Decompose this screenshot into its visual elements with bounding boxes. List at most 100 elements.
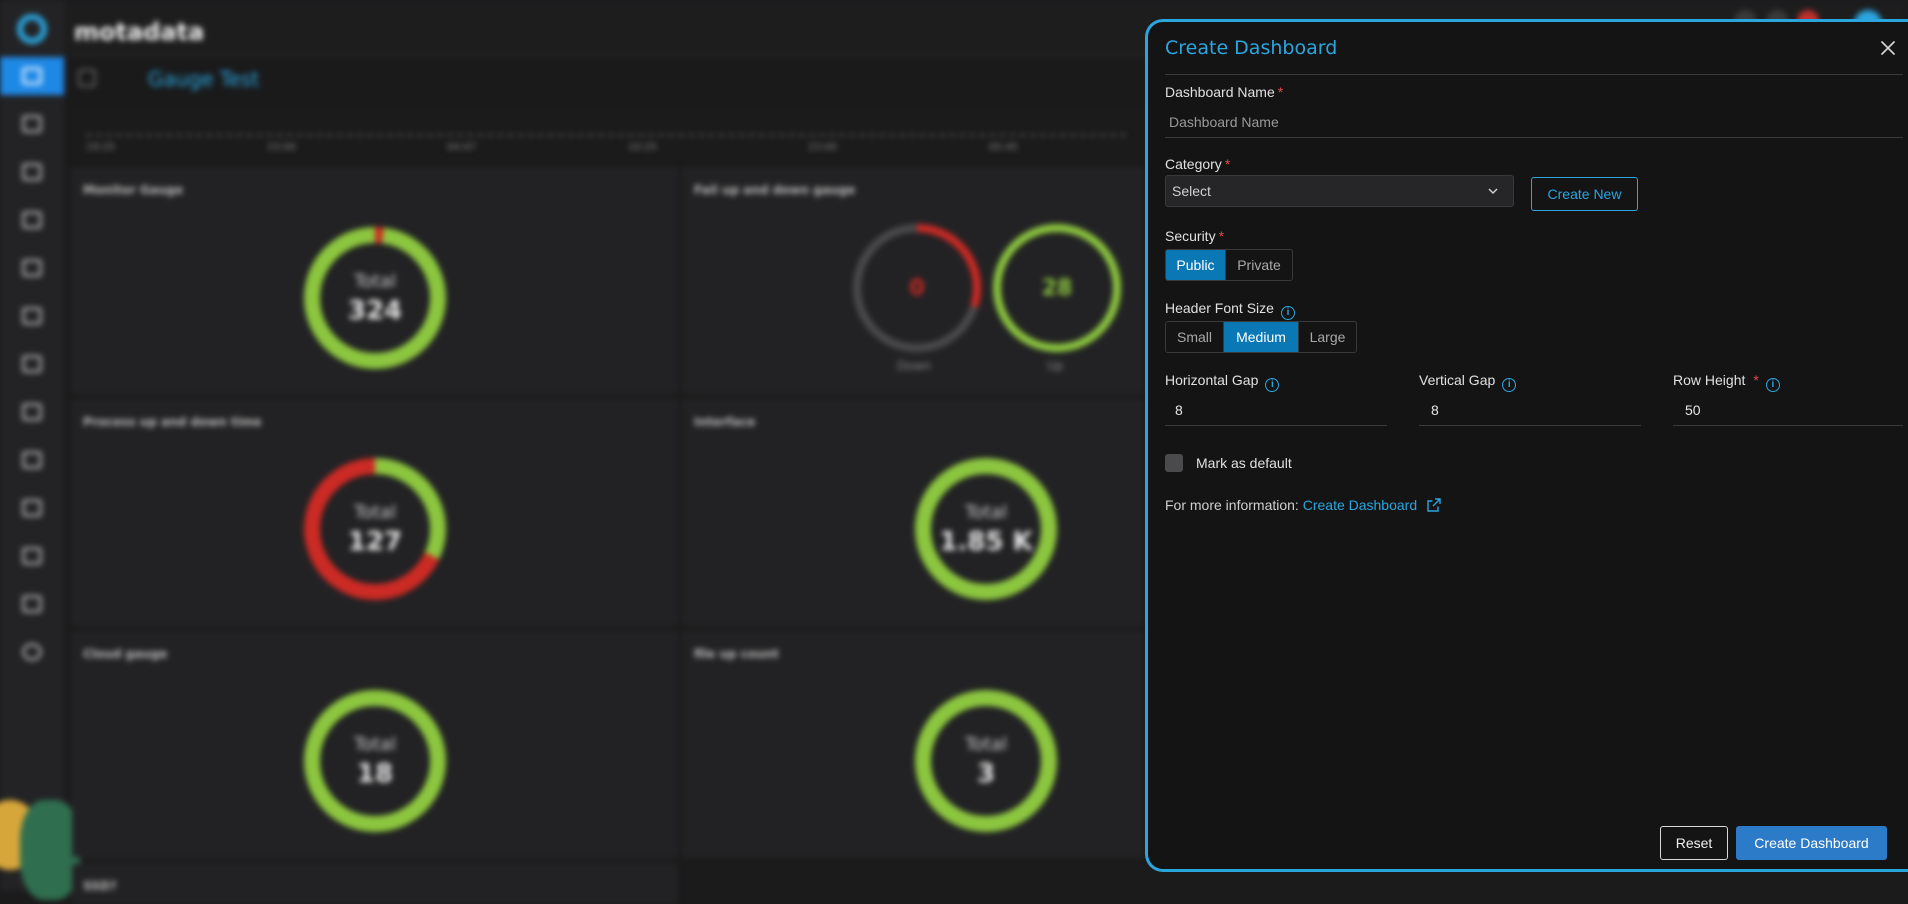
expand-icon[interactable] [78, 69, 96, 87]
gauge-value: 324 [347, 295, 403, 326]
more-info-prefix: For more information: [1165, 497, 1299, 513]
category-selected-value: Select [1172, 183, 1211, 199]
horizontal-gap-input[interactable] [1165, 394, 1387, 426]
vertical-gap-label: Vertical Gap i [1419, 372, 1517, 392]
widget-title: Cloud gauge [83, 647, 168, 661]
widget-cloud-gauge[interactable]: Cloud gauge Total 18 [72, 632, 677, 857]
security-label: Security * [1165, 228, 1225, 244]
decorative-shape [20, 800, 80, 900]
panel-title: Create Dashboard [1165, 37, 1338, 59]
gauge: Total 127 [304, 458, 446, 600]
gauge-label: Total [964, 501, 1008, 523]
header-font-size-toggle: Small Medium Large [1165, 321, 1357, 353]
widget-title: SSD? [83, 879, 117, 893]
divider [1165, 74, 1903, 75]
report-icon [22, 259, 42, 277]
gauge-down: 0 [853, 224, 981, 352]
gauge-label: Total [353, 733, 397, 755]
font-size-option-medium[interactable]: Medium [1224, 322, 1299, 352]
category-select[interactable]: Select [1165, 175, 1514, 207]
timeline: 19:25 23:00 04:47 10:25 23:00 05:45 [72, 108, 1132, 158]
close-icon[interactable] [1877, 37, 1899, 59]
apps-icon [22, 307, 42, 325]
sidebar-item-documents[interactable] [0, 585, 64, 623]
gauge: Total 1.85 K [915, 458, 1057, 600]
sidebar-item-automation[interactable] [0, 489, 64, 527]
logs-icon [22, 211, 42, 229]
sidebar-item-apps[interactable] [0, 297, 64, 335]
dashboard-name-input[interactable] [1165, 106, 1903, 138]
gauge-label: Total [964, 733, 1008, 755]
widget-title: Process up and down time [83, 415, 262, 429]
sidebar-item-monitor[interactable] [0, 105, 64, 143]
gauge-label: Total [353, 501, 397, 523]
font-size-option-small[interactable]: Small [1166, 322, 1224, 352]
sidebar [0, 0, 80, 900]
security-option-private[interactable]: Private [1237, 257, 1281, 273]
create-dashboard-help-link[interactable]: Create Dashboard [1302, 497, 1418, 513]
chart-icon [22, 163, 42, 181]
document-icon [22, 595, 42, 613]
gear-icon [22, 643, 42, 661]
row-height-label: Row Height * i [1673, 372, 1780, 392]
widget-title: Fail up and down gauge [694, 183, 856, 197]
create-dashboard-button[interactable]: Create Dashboard [1736, 826, 1887, 860]
gauge-up: 28 [993, 224, 1121, 352]
info-icon[interactable]: i [1280, 306, 1295, 320]
timeline-label: 04:47 [447, 142, 476, 153]
widget-file-up-count[interactable]: file up count Total 3 [683, 632, 1143, 857]
font-size-option-large[interactable]: Large [1309, 329, 1346, 345]
sidebar-item-dashboard[interactable] [0, 57, 64, 95]
sidebar-item-settings[interactable] [0, 633, 64, 671]
row-height-input[interactable] [1673, 394, 1903, 426]
external-link-icon[interactable] [1427, 498, 1441, 512]
info-icon[interactable]: i [1765, 378, 1780, 392]
horizontal-gap-label: Horizontal Gap i [1165, 372, 1280, 392]
timeline-label: 19:25 [86, 142, 115, 153]
sidebar-item-reports[interactable] [0, 249, 64, 287]
mark-as-default-checkbox[interactable] [1165, 454, 1183, 472]
info-icon[interactable]: i [1502, 378, 1517, 392]
sidebar-item-metrics[interactable] [0, 153, 64, 191]
gauge: Total 3 [915, 690, 1057, 832]
widget-ssd[interactable]: SSD? [72, 864, 677, 904]
dashboard-title[interactable]: Gauge Test [148, 67, 260, 91]
gauge-caption: Up [1047, 359, 1064, 373]
network-icon [22, 451, 42, 469]
gauge-value: 18 [356, 758, 394, 789]
vertical-gap-input[interactable] [1419, 394, 1641, 426]
dashboard-icon [22, 67, 42, 85]
security-option-public[interactable]: Public [1166, 250, 1226, 280]
timeline-label: 23:00 [267, 142, 296, 153]
sidebar-item-network[interactable] [0, 441, 64, 479]
more-info-text: For more information: Create Dashboard [1165, 497, 1441, 513]
widget-process-up-down[interactable]: Process up and down time Total 127 [72, 400, 677, 625]
app-logo-icon [17, 14, 47, 44]
timeline-label: 10:25 [628, 142, 657, 153]
sidebar-item-alerts[interactable] [0, 345, 64, 383]
widget-monitor-gauge[interactable]: Monitor Gauge Total 324 [72, 168, 677, 393]
widget-title: Interface [694, 415, 756, 429]
gauge-value: 28 [1001, 232, 1113, 344]
widget-fail-up-down[interactable]: Fail up and down gauge 0 Down 28 Up [683, 168, 1143, 393]
sidebar-item-logs[interactable] [0, 201, 64, 239]
brand-logo: motadata [74, 18, 205, 46]
chevron-down-icon [1488, 188, 1498, 195]
widget-title: file up count [694, 647, 779, 661]
mark-as-default-label: Mark as default [1196, 455, 1292, 471]
topology-icon [22, 403, 42, 421]
gauge: Total 18 [304, 690, 446, 832]
gauge-caption: Down [897, 359, 932, 373]
robot-icon [22, 499, 42, 517]
bell-icon [22, 355, 42, 373]
create-new-category-button[interactable]: Create New [1531, 177, 1638, 211]
sidebar-item-topology[interactable] [0, 393, 64, 431]
widget-interface[interactable]: Interface Total 1.85 K [683, 400, 1143, 625]
sidebar-item-inventory[interactable] [0, 537, 64, 575]
dashboard-name-label: Dashboard Name * [1165, 84, 1284, 100]
reset-button[interactable]: Reset [1660, 826, 1728, 860]
timeline-label: 23:00 [808, 142, 837, 153]
widget-title: Monitor Gauge [83, 183, 184, 197]
gauge-label: Total [353, 270, 397, 292]
info-icon[interactable]: i [1265, 378, 1280, 392]
